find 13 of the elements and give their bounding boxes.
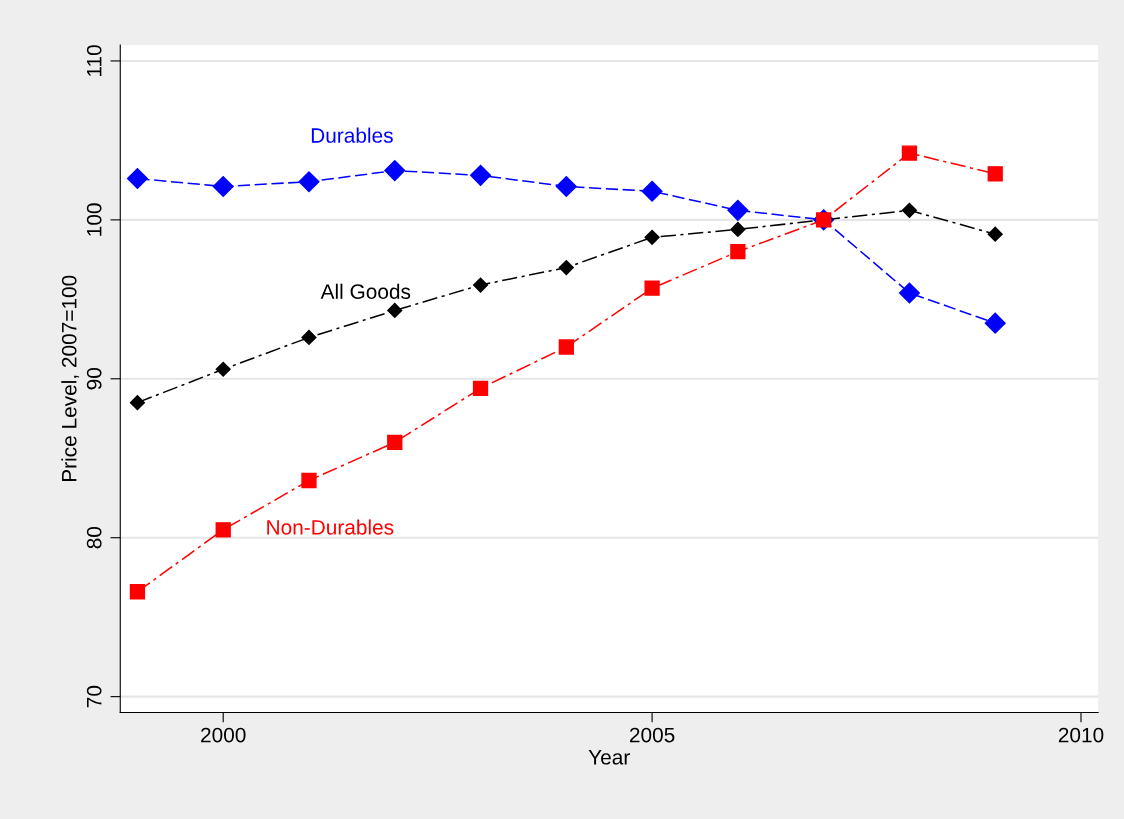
series-label: Durables xyxy=(311,127,393,143)
y-tick-label: 80 xyxy=(86,526,102,549)
y-tick-label: 70 xyxy=(86,685,102,708)
x-tick-label: 2000 xyxy=(201,727,246,743)
series-label: Non-Durables xyxy=(267,519,394,535)
y-tick-label: 100 xyxy=(86,203,102,236)
x-tick-label: 2005 xyxy=(629,727,675,743)
y-tick-label: 90 xyxy=(86,368,102,390)
x-tick-label: 2010 xyxy=(1058,727,1104,743)
series-label: All Goods xyxy=(320,283,411,299)
x-axis-title: Year xyxy=(588,750,630,765)
y-axis-title: Price Level, 2007=100 xyxy=(61,275,80,482)
y-tick-label: 110 xyxy=(86,45,102,76)
